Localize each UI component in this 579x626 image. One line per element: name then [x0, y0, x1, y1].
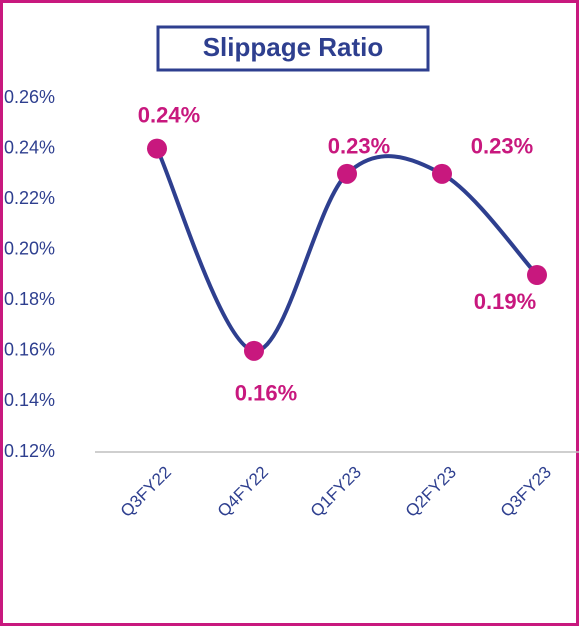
chart-title: Slippage Ratio — [203, 32, 384, 62]
y-tick-label: 0.20% — [4, 238, 55, 258]
data-label: 0.23% — [328, 134, 390, 159]
marker — [337, 163, 357, 184]
data-label: 0.16% — [235, 381, 297, 406]
title-box — [156, 25, 430, 72]
marker — [432, 163, 452, 184]
y-tick-label: 0.12% — [4, 441, 55, 461]
data-label: 0.23% — [471, 134, 533, 159]
y-tick-label: 0.18% — [4, 289, 55, 309]
y-tick-label: 0.16% — [4, 340, 55, 360]
y-tick-label: 0.14% — [4, 390, 55, 410]
marker — [147, 138, 167, 159]
marker — [527, 265, 547, 285]
y-tick-label: 0.22% — [4, 188, 55, 208]
y-tick-label: 0.24% — [4, 137, 55, 157]
marker — [244, 340, 264, 361]
line — [155, 147, 539, 353]
data-label: 0.24% — [138, 102, 200, 127]
y-tick-label: 0.26% — [4, 87, 55, 107]
data-label: 0.19% — [474, 289, 536, 314]
